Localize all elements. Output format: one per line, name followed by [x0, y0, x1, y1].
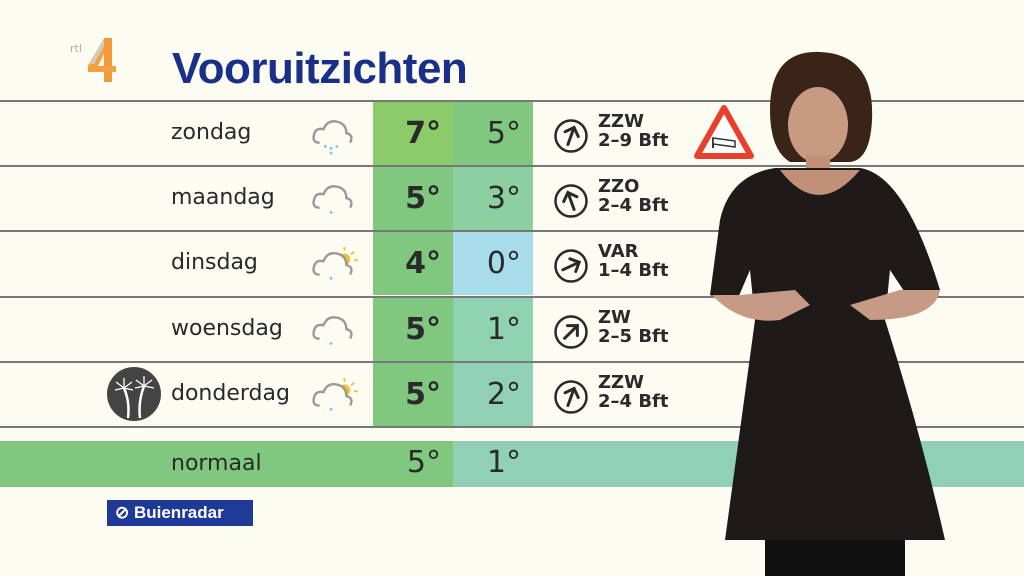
divider [0, 426, 1024, 428]
normal-min: 1° [486, 445, 521, 480]
wind-info: ZZO 2–4 Bft [598, 177, 668, 215]
wind-info: VAR 1–4 Bft [598, 242, 668, 280]
brand-label: Buienradar [133, 503, 224, 522]
normal-max: 5° [406, 445, 441, 480]
wind-direction-icon [554, 315, 588, 349]
max-temp: 7° [373, 102, 453, 165]
max-temp: 5° [373, 363, 453, 426]
rtl4-logo: rtl [70, 38, 116, 82]
wind-warning-icon [694, 105, 754, 159]
wind-info: ZW 2–5 Bft [598, 308, 668, 346]
day-name: dinsdag [171, 250, 258, 275]
day-name: zondag [171, 120, 252, 145]
day-name: maandag [171, 185, 275, 210]
cloud-snow-icon [312, 120, 353, 155]
forecast-row: woensdag 5° 1° ZW 2–5 Bft [0, 296, 1024, 361]
cloud-drizzle-icon [312, 316, 353, 345]
svg-text:rtl: rtl [70, 42, 82, 55]
max-temp: 5° [373, 298, 453, 361]
wind-force: 1–4 Bft [598, 260, 669, 281]
cloud-drizzle-icon [312, 185, 353, 214]
min-temp: 0° [453, 232, 533, 295]
cloud-sun-icon [312, 377, 358, 411]
max-temp: 4° [373, 232, 453, 295]
day-name: woensdag [171, 316, 283, 341]
wind-direction-icon [554, 119, 588, 153]
min-temp: 3° [453, 167, 533, 230]
min-temp: 5° [453, 102, 533, 165]
forecast-row: dinsdag 4° 0° VAR 1–4 Bft [0, 230, 1024, 295]
forecast-row: donderdag 5° 2° ZZW 2–4 Bft [0, 361, 1024, 426]
wind-direction: ZZW [598, 111, 644, 132]
max-temp: 5° [373, 167, 453, 230]
forecast-row: zondag 7° 5° ZZW 2–9 Bft [0, 100, 1024, 165]
forecast-row: maandag 5° 3° ZZO 2–4 Bft [0, 165, 1024, 230]
wind-direction: ZZO [598, 176, 640, 197]
wind-force: 2–4 Bft [598, 195, 669, 216]
wind-force: 2–5 Bft [598, 326, 669, 347]
wind-direction: VAR [598, 241, 639, 262]
wind-force: 2–4 Bft [598, 391, 669, 412]
wind-direction: ZZW [598, 372, 644, 393]
page-title: Vooruitzichten [172, 44, 468, 93]
wind-direction-icon [554, 184, 588, 218]
min-temp: 1° [453, 298, 533, 361]
normal-label: normaal [171, 451, 262, 476]
day-name: donderdag [171, 381, 290, 406]
wind-direction-icon [554, 380, 588, 414]
wind-direction-icon [554, 249, 588, 283]
min-temp: 2° [453, 363, 533, 426]
wind-force: 2–9 Bft [598, 130, 669, 151]
cloud-sun-icon [312, 246, 358, 280]
presenter [710, 51, 945, 576]
wind-info: ZZW 2–4 Bft [598, 373, 668, 411]
buienradar-logo: ⊘ Buienradar [107, 500, 253, 526]
wind-info: ZZW 2–9 Bft [598, 112, 668, 150]
fireworks-icon [107, 367, 161, 421]
wind-direction: ZW [598, 307, 631, 328]
